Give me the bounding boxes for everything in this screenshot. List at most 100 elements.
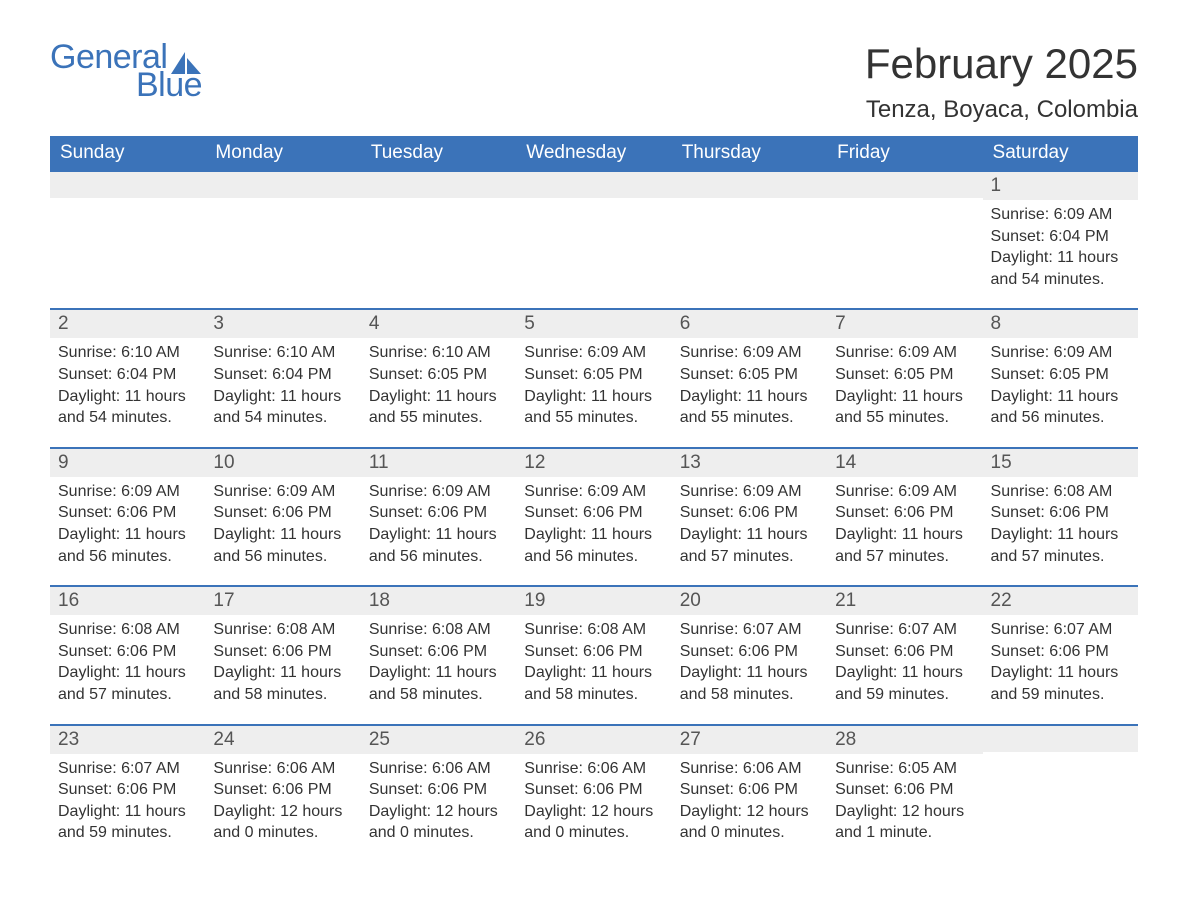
sunrise-text: Sunrise: 6:09 AM [835,342,974,364]
day-cell: 18Sunrise: 6:08 AMSunset: 6:06 PMDayligh… [361,586,516,724]
header: General Blue February 2025 Tenza, Boyaca… [50,40,1138,124]
day-body: Sunrise: 6:08 AMSunset: 6:06 PMDaylight:… [361,615,516,723]
sunrise-text: Sunrise: 6:10 AM [58,342,197,364]
day-number: 28 [827,726,982,754]
day-body: Sunrise: 6:06 AMSunset: 6:06 PMDaylight:… [672,754,827,862]
day-cell: 11Sunrise: 6:09 AMSunset: 6:06 PMDayligh… [361,448,516,586]
day-cell: 21Sunrise: 6:07 AMSunset: 6:06 PMDayligh… [827,586,982,724]
day-body: Sunrise: 6:08 AMSunset: 6:06 PMDaylight:… [205,615,360,723]
sunset-text: Sunset: 6:06 PM [58,641,197,663]
week-row: 16Sunrise: 6:08 AMSunset: 6:06 PMDayligh… [50,586,1138,724]
day-number: 25 [361,726,516,754]
day-cell: 22Sunrise: 6:07 AMSunset: 6:06 PMDayligh… [983,586,1138,724]
day-cell [827,171,982,309]
day-cell: 2Sunrise: 6:10 AMSunset: 6:04 PMDaylight… [50,309,205,447]
sunrise-text: Sunrise: 6:07 AM [58,758,197,780]
day-cell: 20Sunrise: 6:07 AMSunset: 6:06 PMDayligh… [672,586,827,724]
day-body: Sunrise: 6:10 AMSunset: 6:04 PMDaylight:… [205,338,360,446]
sunset-text: Sunset: 6:06 PM [213,779,352,801]
sunset-text: Sunset: 6:06 PM [369,641,508,663]
logo: General Blue [50,40,202,102]
day-body: Sunrise: 6:08 AMSunset: 6:06 PMDaylight:… [983,477,1138,585]
sunset-text: Sunset: 6:04 PM [58,364,197,386]
location: Tenza, Boyaca, Colombia [865,96,1138,124]
daylight-text: Daylight: 12 hours and 0 minutes. [369,801,508,844]
daylight-text: Daylight: 11 hours and 57 minutes. [991,524,1130,567]
daylight-text: Daylight: 11 hours and 54 minutes. [991,247,1130,290]
sunset-text: Sunset: 6:06 PM [991,502,1130,524]
sunset-text: Sunset: 6:06 PM [835,502,974,524]
day-number: 13 [672,449,827,477]
daylight-text: Daylight: 11 hours and 55 minutes. [680,386,819,429]
sunrise-text: Sunrise: 6:08 AM [369,619,508,641]
daylight-text: Daylight: 12 hours and 0 minutes. [680,801,819,844]
title-block: February 2025 Tenza, Boyaca, Colombia [865,40,1138,124]
day-body: Sunrise: 6:09 AMSunset: 6:06 PMDaylight:… [516,477,671,585]
sunrise-text: Sunrise: 6:06 AM [680,758,819,780]
day-number [827,172,982,198]
dow-row: Sunday Monday Tuesday Wednesday Thursday… [50,136,1138,171]
day-body [205,198,360,298]
sunrise-text: Sunrise: 6:08 AM [991,481,1130,503]
day-number: 21 [827,587,982,615]
daylight-text: Daylight: 12 hours and 0 minutes. [213,801,352,844]
day-number [205,172,360,198]
sunset-text: Sunset: 6:05 PM [680,364,819,386]
daylight-text: Daylight: 11 hours and 55 minutes. [524,386,663,429]
sunrise-text: Sunrise: 6:10 AM [369,342,508,364]
day-cell: 14Sunrise: 6:09 AMSunset: 6:06 PMDayligh… [827,448,982,586]
sunset-text: Sunset: 6:06 PM [835,641,974,663]
day-cell [983,725,1138,862]
sunrise-text: Sunrise: 6:09 AM [369,481,508,503]
day-number: 6 [672,310,827,338]
sunset-text: Sunset: 6:06 PM [991,641,1130,663]
day-body [983,752,1138,852]
day-cell: 6 Sunrise: 6:09 AMSunset: 6:05 PMDaylight… [672,309,827,447]
dow-saturday: Saturday [983,136,1138,171]
dow-tuesday: Tuesday [361,136,516,171]
day-body: Sunrise: 6:08 AMSunset: 6:06 PMDaylight:… [50,615,205,723]
day-cell [50,171,205,309]
daylight-text: Daylight: 11 hours and 55 minutes. [369,386,508,429]
sunrise-text: Sunrise: 6:09 AM [991,204,1130,226]
sunset-text: Sunset: 6:05 PM [524,364,663,386]
daylight-text: Daylight: 11 hours and 56 minutes. [991,386,1130,429]
day-cell: 28Sunrise: 6:05 AMSunset: 6:06 PMDayligh… [827,725,982,862]
day-number: 2 [50,310,205,338]
day-number [516,172,671,198]
day-cell: 27Sunrise: 6:06 AMSunset: 6:06 PMDayligh… [672,725,827,862]
day-number [361,172,516,198]
day-body: Sunrise: 6:07 AMSunset: 6:06 PMDaylight:… [50,754,205,862]
day-body [50,198,205,298]
sunrise-text: Sunrise: 6:07 AM [680,619,819,641]
daylight-text: Daylight: 11 hours and 57 minutes. [835,524,974,567]
daylight-text: Daylight: 11 hours and 58 minutes. [524,662,663,705]
day-number: 12 [516,449,671,477]
day-number: 15 [983,449,1138,477]
daylight-text: Daylight: 11 hours and 54 minutes. [213,386,352,429]
day-cell: 4Sunrise: 6:10 AMSunset: 6:05 PMDaylight… [361,309,516,447]
sunset-text: Sunset: 6:06 PM [213,641,352,663]
day-cell [516,171,671,309]
day-cell: 9Sunrise: 6:09 AMSunset: 6:06 PMDaylight… [50,448,205,586]
sunset-text: Sunset: 6:06 PM [213,502,352,524]
day-cell: 1Sunrise: 6:09 AMSunset: 6:04 PMDaylight… [983,171,1138,309]
day-number: 22 [983,587,1138,615]
sunrise-text: Sunrise: 6:06 AM [524,758,663,780]
sunrise-text: Sunrise: 6:09 AM [991,342,1130,364]
day-cell: 13Sunrise: 6:09 AMSunset: 6:06 PMDayligh… [672,448,827,586]
day-body: Sunrise: 6:09 AMSunset: 6:06 PMDaylight:… [205,477,360,585]
daylight-text: Daylight: 11 hours and 55 minutes. [835,386,974,429]
sunrise-text: Sunrise: 6:10 AM [213,342,352,364]
day-number: 4 [361,310,516,338]
day-number: 8 [983,310,1138,338]
daylight-text: Daylight: 11 hours and 59 minutes. [835,662,974,705]
week-row: 1Sunrise: 6:09 AMSunset: 6:04 PMDaylight… [50,171,1138,309]
sunrise-text: Sunrise: 6:09 AM [680,342,819,364]
dow-monday: Monday [205,136,360,171]
day-body: Sunrise: 6:07 AMSunset: 6:06 PMDaylight:… [983,615,1138,723]
sunset-text: Sunset: 6:06 PM [58,779,197,801]
day-number [672,172,827,198]
day-cell: 26Sunrise: 6:06 AMSunset: 6:06 PMDayligh… [516,725,671,862]
day-cell: 10Sunrise: 6:09 AMSunset: 6:06 PMDayligh… [205,448,360,586]
